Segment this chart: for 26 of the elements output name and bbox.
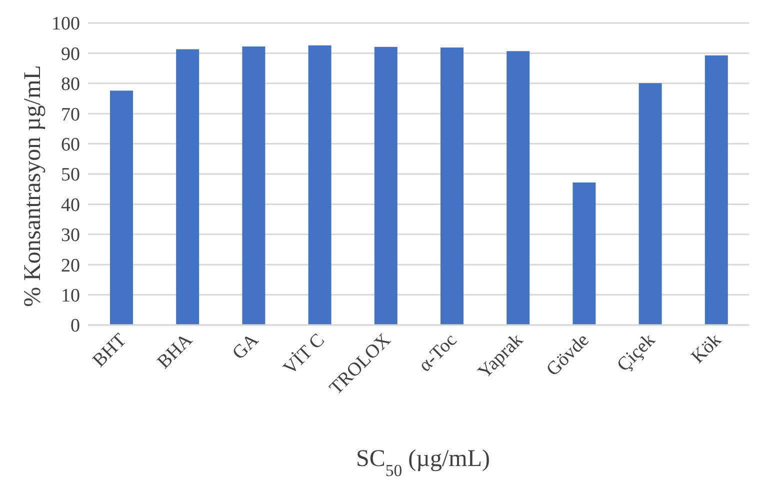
y-tick-label: 90 <box>61 44 80 65</box>
y-tick-label: 40 <box>61 194 80 216</box>
x-axis-title: SC$_{50}$ (µg/mL) <box>356 446 490 480</box>
y-tick-label: 30 <box>61 225 80 246</box>
bar <box>374 46 398 325</box>
x-tick-label: Kök <box>687 329 726 368</box>
bar <box>176 49 200 325</box>
bar <box>110 90 133 325</box>
bar <box>506 51 530 325</box>
y-tick-label: 10 <box>61 286 80 307</box>
bar <box>308 45 332 325</box>
y-tick-label: 70 <box>61 104 80 126</box>
y-tick-label: 0 <box>70 316 80 337</box>
x-tick-label: VİT C <box>280 330 329 379</box>
y-tick-label: 20 <box>61 255 80 276</box>
y-tick-label: 100 <box>52 14 80 35</box>
x-tick-label: GA <box>228 329 263 364</box>
bar <box>704 55 728 325</box>
bar <box>242 46 266 325</box>
y-tick-label: 80 <box>61 74 80 96</box>
y-tick-label: 50 <box>61 164 80 186</box>
bar <box>440 47 464 325</box>
y-tick-label: 60 <box>61 134 80 156</box>
bar <box>572 182 596 325</box>
y-axis-title: % Konsantrasyon µg/mL <box>20 65 46 307</box>
bar <box>638 83 662 325</box>
